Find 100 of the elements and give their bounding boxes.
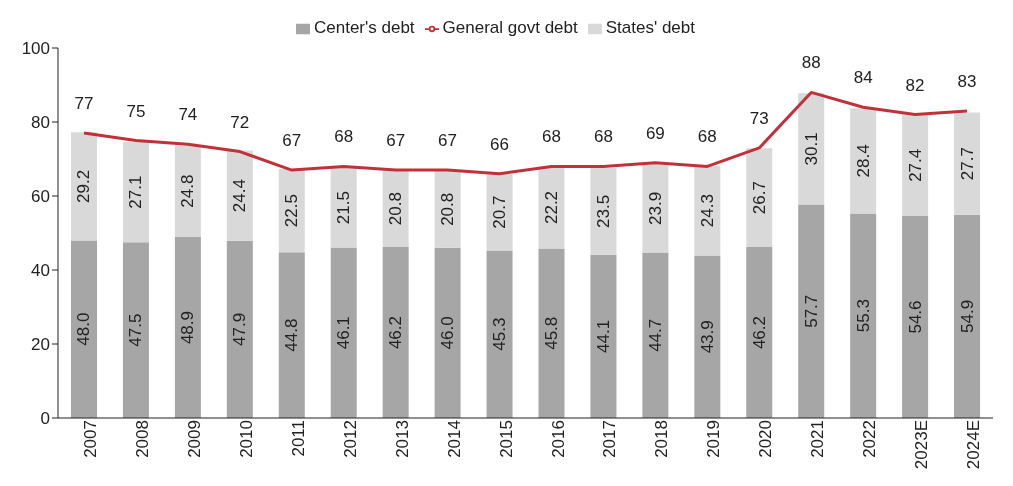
x-tick-label: 2020 [756,420,776,458]
bar [71,240,97,418]
data-label: 67 [282,131,302,151]
bar [798,204,825,418]
bar [902,215,929,418]
data-label: 22.5 [282,194,302,228]
x-tick-label: 2008 [132,420,152,458]
data-label: 55.3 [853,299,873,333]
data-label: 68 [593,127,613,147]
data-label: 68 [334,127,354,147]
data-label: 48.9 [178,310,198,345]
x-tick-label: 2007 [81,420,101,458]
data-label: 27.4 [905,148,925,182]
bar [746,148,773,248]
data-label: 75 [126,101,146,121]
legend-label: Center's debt [314,18,415,37]
x-tick-label: 2010 [236,420,256,458]
data-label: 54.6 [905,300,925,334]
data-label: 27.7 [957,147,977,181]
bar [850,213,877,418]
bar [382,247,409,418]
x-tick-label: 2019 [704,420,724,458]
y-tick-label: 20 [31,335,50,355]
data-label: 47.9 [230,312,250,346]
x-tick-label: 2022 [860,420,880,458]
x-tick-label: 2016 [548,420,568,458]
data-label: 46.1 [334,316,354,350]
data-label: 46.0 [438,316,458,350]
data-label: 24.3 [697,194,717,228]
data-label: 66 [490,134,509,154]
data-label: 26.7 [749,181,769,215]
data-label: 28.4 [853,144,873,178]
data-label: 77 [74,94,94,114]
bar [226,240,253,418]
y-tick-label: 80 [31,113,50,133]
bar [434,247,461,418]
y-tick-label: 100 [21,39,50,59]
data-label: 43.9 [697,320,717,354]
data-label: 27.1 [126,175,146,209]
bar [330,167,357,248]
data-label: 83 [957,71,977,91]
x-tick-label: 2015 [496,420,516,458]
bar [694,165,721,256]
x-tick-label: 2021 [808,420,828,458]
data-label: 72 [230,112,250,132]
bar [71,132,97,241]
data-label: 20.8 [438,192,458,226]
bar [174,145,201,238]
data-label: 54.9 [957,299,977,333]
data-label: 57.7 [801,294,821,328]
legend-label: General govt debt [442,18,578,37]
data-label: 21.5 [334,191,354,225]
bar [174,237,201,418]
x-tick-label: 2014 [444,420,464,458]
data-label: 23.5 [593,194,613,228]
bar [642,252,669,418]
x-tick-label: 2009 [184,420,204,458]
x-tick-label: 2024E [964,420,984,470]
data-label: 88 [801,53,821,73]
data-label: 68 [697,127,717,147]
bar [902,114,929,216]
y-tick-label: 40 [31,261,50,281]
x-tick-label: 2023E [912,420,932,470]
data-label: 20.7 [490,195,510,229]
x-tick-label: 2013 [392,420,412,458]
bar [850,108,877,214]
data-label: 22.2 [542,190,561,225]
data-label: 24.4 [230,179,250,213]
bar [486,173,513,251]
data-label: 47.5 [126,313,146,347]
bar [226,150,253,241]
bar [122,141,149,243]
bar [746,247,773,418]
bar [590,254,617,418]
data-label: 46.2 [386,315,406,350]
x-tick-label: 2011 [288,420,308,457]
y-tick-label: 60 [31,187,50,207]
bar [694,255,721,418]
data-label: 69 [645,123,665,143]
data-label: 84 [853,68,873,88]
data-label: 67 [438,131,458,151]
data-label: 74 [178,105,198,125]
data-label: 30.1 [801,132,821,166]
legend-label: States' debt [605,18,695,37]
x-tick-label: 2012 [340,420,360,458]
data-label: 67 [386,131,406,151]
data-label: 45.3 [490,317,510,351]
x-tick-label: 2017 [600,420,620,458]
bar [954,112,981,215]
data-label: 45.8 [542,316,561,350]
data-label: 44.7 [645,318,665,352]
bar [798,93,825,205]
data-label: 82 [905,75,925,95]
data-label: 73 [749,108,769,128]
data-label: 44.1 [593,319,613,353]
data-label: 46.2 [749,315,769,350]
bar [330,247,357,418]
x-tick-label: 2018 [652,420,672,458]
data-label: 44.8 [282,318,302,352]
bar [278,252,305,418]
